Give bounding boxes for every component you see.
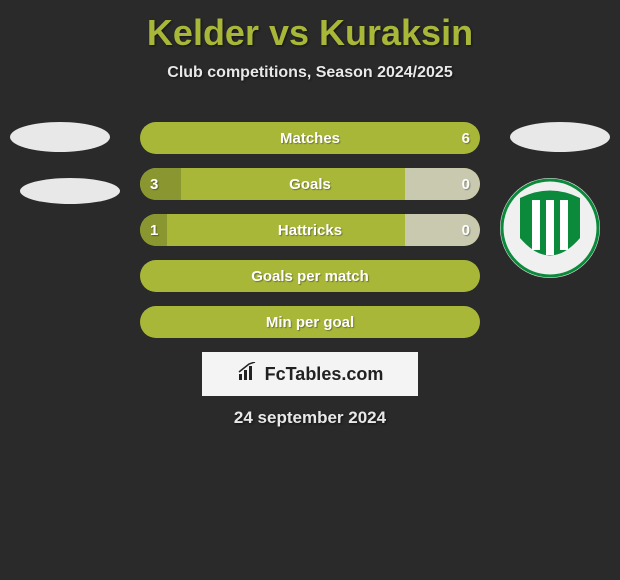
stat-right-value: 6 [462, 130, 470, 147]
player-left-avatar [10, 122, 110, 152]
stat-label: Min per goal [140, 314, 480, 331]
club-right-logo [500, 178, 600, 278]
stat-label: Goals [140, 176, 480, 193]
stat-label: Goals per match [140, 268, 480, 285]
club-left-logo [20, 178, 120, 204]
stat-label: Hattricks [140, 222, 480, 239]
brand-watermark[interactable]: FcTables.com [202, 352, 418, 396]
page-title: Kelder vs Kuraksin [0, 0, 620, 54]
stat-row-min-per-goal: Min per goal [140, 306, 480, 338]
stat-right-value: 0 [462, 176, 470, 193]
stat-row-hattricks: 1 Hattricks 0 [140, 214, 480, 246]
subtitle: Club competitions, Season 2024/2025 [0, 64, 620, 82]
chart-icon [237, 362, 259, 387]
stat-row-goals: 3 Goals 0 [140, 168, 480, 200]
stat-row-goals-per-match: Goals per match [140, 260, 480, 292]
stat-bars: Matches 6 3 Goals 0 1 Hattricks 0 Goals … [140, 122, 480, 352]
stat-row-matches: Matches 6 [140, 122, 480, 154]
date-text: 24 september 2024 [0, 408, 620, 428]
stat-label: Matches [140, 130, 480, 147]
player-right-avatar [510, 122, 610, 152]
brand-text: FcTables.com [265, 364, 384, 385]
stat-right-value: 0 [462, 222, 470, 239]
